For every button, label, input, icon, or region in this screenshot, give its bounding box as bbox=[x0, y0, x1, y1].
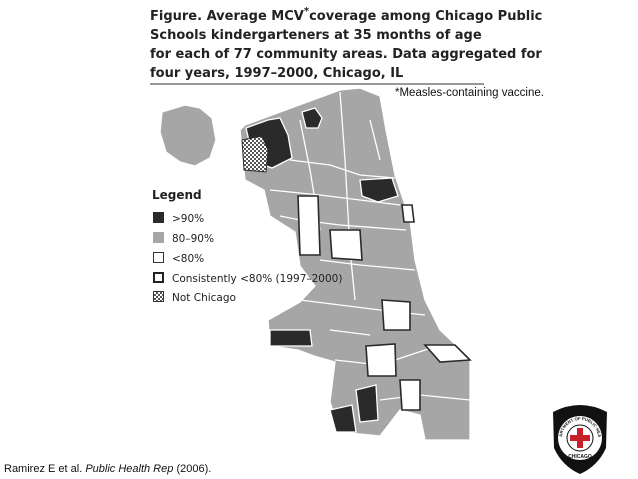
map-area bbox=[359, 177, 399, 203]
citation: Ramirez E et al. Public Health Rep (2006… bbox=[4, 463, 211, 475]
title-line: Schools kindergarteners at 35 months of … bbox=[150, 28, 482, 43]
map-area bbox=[269, 329, 313, 347]
figure-title: Figure. Average MCV*coverage among Chica… bbox=[150, 6, 542, 24]
map-area bbox=[381, 299, 411, 331]
footnote: *Measles-containing vaccine. bbox=[395, 87, 544, 99]
legend-label: Consistently <80% (1997–2000) bbox=[172, 273, 342, 285]
legend-swatch bbox=[153, 212, 164, 223]
citation-year: (2006). bbox=[176, 463, 211, 475]
legend-label: <80% bbox=[172, 253, 204, 265]
legend-swatch bbox=[153, 252, 164, 263]
legend-title: Legend bbox=[152, 188, 202, 202]
title-lead: Figure. Average MCV bbox=[150, 9, 304, 24]
logo-bottom-text: CHICAGO bbox=[568, 454, 592, 460]
map-area bbox=[401, 204, 415, 223]
logo-cross bbox=[570, 428, 590, 448]
map bbox=[159, 87, 472, 441]
legend: Legend >90% 80–90% <80% Consistently <80… bbox=[152, 188, 342, 304]
legend-label: Not Chicago bbox=[172, 292, 236, 304]
title-line: four years, 1997–2000, Chicago, IL bbox=[150, 66, 403, 81]
map-area bbox=[355, 384, 379, 423]
map-area bbox=[365, 343, 397, 377]
legend-label: >90% bbox=[172, 213, 204, 225]
map-area bbox=[301, 107, 323, 129]
legend-swatch bbox=[153, 232, 164, 243]
legend-label: 80–90% bbox=[172, 233, 214, 245]
legend-swatch bbox=[153, 272, 164, 283]
title-asterisk: * bbox=[304, 6, 310, 17]
map-area bbox=[329, 229, 363, 261]
title-line: for each of 77 community areas. Data agg… bbox=[150, 47, 542, 62]
citation-authors: Ramirez E et al. bbox=[4, 463, 82, 475]
map-area bbox=[297, 195, 321, 256]
not-chicago-area bbox=[241, 135, 269, 173]
citation-journal: Public Health Rep bbox=[85, 463, 173, 475]
map-area bbox=[399, 379, 421, 411]
map-area bbox=[329, 404, 357, 433]
map-area bbox=[159, 104, 217, 167]
title-line: coverage among Chicago Public bbox=[309, 9, 542, 24]
legend-swatch bbox=[153, 291, 164, 302]
map-area bbox=[423, 344, 472, 363]
